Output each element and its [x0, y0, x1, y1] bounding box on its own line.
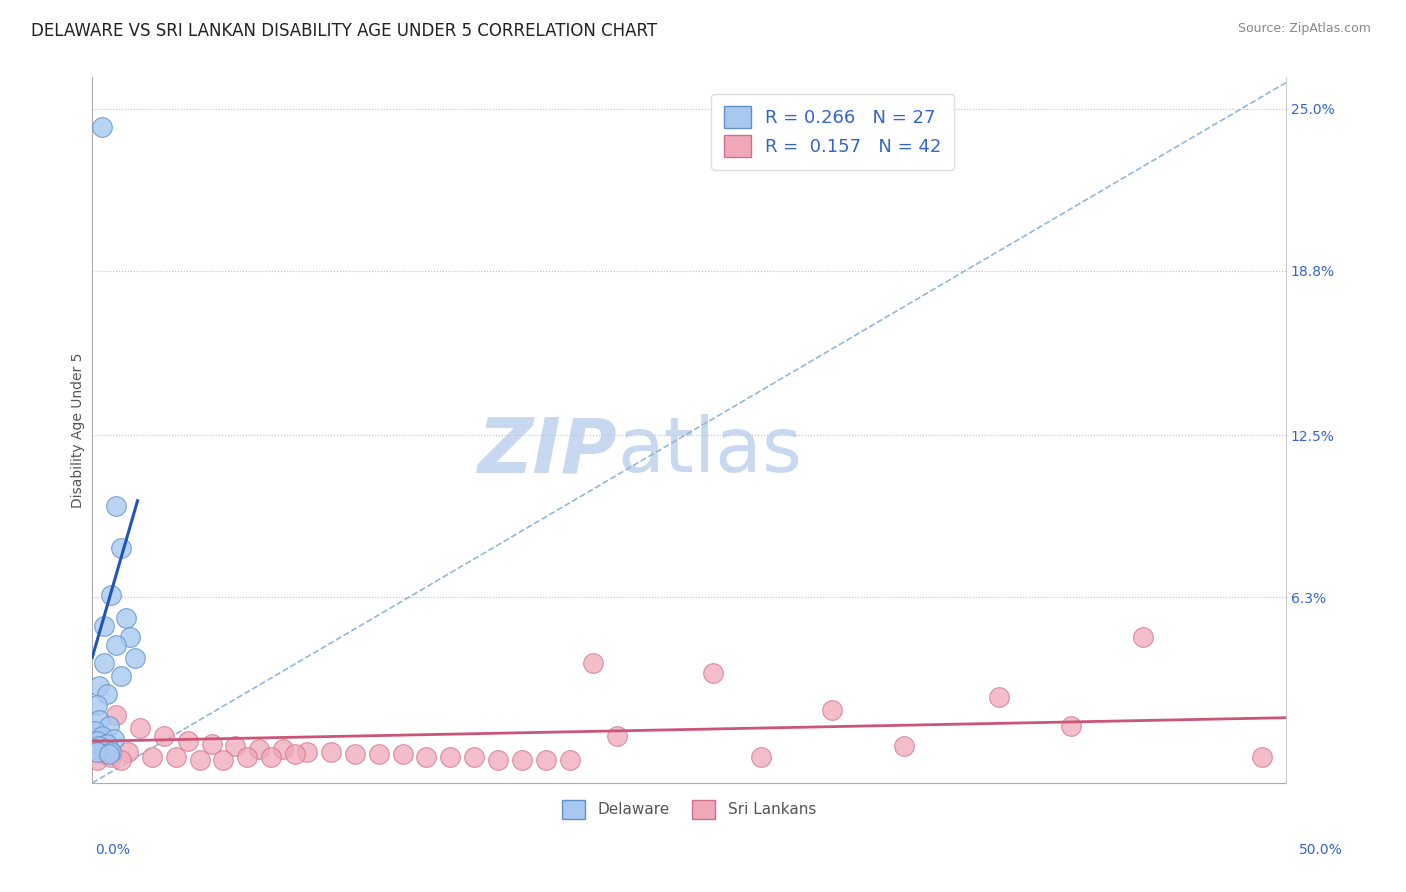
- Point: [486, 752, 509, 766]
- Point: [129, 721, 152, 735]
- Point: [89, 739, 111, 754]
- Point: [110, 669, 132, 683]
- Point: [110, 752, 132, 766]
- Text: atlas: atlas: [617, 415, 803, 489]
- Point: [415, 750, 437, 764]
- Text: DELAWARE VS SRI LANKAN DISABILITY AGE UNDER 5 CORRELATION CHART: DELAWARE VS SRI LANKAN DISABILITY AGE UN…: [31, 22, 657, 40]
- Point: [271, 742, 294, 756]
- Point: [141, 750, 163, 764]
- Point: [582, 656, 605, 670]
- Point: [83, 742, 105, 756]
- Point: [606, 729, 628, 743]
- Point: [110, 541, 132, 555]
- Point: [176, 734, 198, 748]
- Point: [93, 619, 115, 633]
- Point: [117, 745, 139, 759]
- Y-axis label: Disability Age Under 5: Disability Age Under 5: [72, 352, 86, 508]
- Point: [83, 723, 105, 738]
- Point: [100, 745, 122, 759]
- Point: [96, 687, 118, 701]
- Point: [86, 734, 108, 748]
- Point: [1251, 750, 1274, 764]
- Point: [86, 698, 108, 712]
- Point: [100, 750, 122, 764]
- Legend: Delaware, Sri Lankans: Delaware, Sri Lankans: [555, 794, 823, 825]
- Point: [100, 588, 122, 602]
- Point: [114, 611, 136, 625]
- Point: [96, 737, 118, 751]
- Point: [200, 737, 222, 751]
- Point: [212, 752, 235, 766]
- Point: [988, 690, 1011, 704]
- Point: [247, 742, 270, 756]
- Point: [224, 739, 246, 754]
- Point: [319, 745, 342, 759]
- Point: [93, 656, 115, 670]
- Point: [1132, 630, 1154, 644]
- Point: [463, 750, 485, 764]
- Point: [702, 666, 724, 681]
- Point: [165, 750, 187, 764]
- Point: [153, 729, 176, 743]
- Point: [105, 499, 128, 513]
- Point: [236, 750, 259, 764]
- Point: [103, 731, 125, 746]
- Point: [367, 747, 389, 762]
- Point: [93, 747, 115, 762]
- Point: [893, 739, 915, 754]
- Point: [343, 747, 366, 762]
- Point: [90, 729, 112, 743]
- Point: [86, 752, 108, 766]
- Point: [89, 714, 111, 728]
- Point: [295, 745, 318, 759]
- Point: [124, 650, 146, 665]
- Point: [749, 750, 772, 764]
- Text: Source: ZipAtlas.com: Source: ZipAtlas.com: [1237, 22, 1371, 36]
- Point: [86, 745, 108, 759]
- Text: 0.0%: 0.0%: [96, 843, 131, 857]
- Point: [97, 747, 120, 762]
- Point: [105, 708, 128, 723]
- Text: 50.0%: 50.0%: [1299, 843, 1343, 857]
- Point: [93, 742, 115, 756]
- Point: [105, 638, 128, 652]
- Point: [260, 750, 283, 764]
- Point: [439, 750, 461, 764]
- Point: [188, 752, 211, 766]
- Point: [534, 752, 557, 766]
- Point: [391, 747, 413, 762]
- Point: [284, 747, 307, 762]
- Point: [558, 752, 581, 766]
- Text: ZIP: ZIP: [478, 415, 617, 489]
- Point: [821, 703, 844, 717]
- Point: [1060, 718, 1083, 732]
- Point: [89, 679, 111, 693]
- Point: [90, 120, 112, 134]
- Point: [120, 630, 142, 644]
- Point: [510, 752, 533, 766]
- Point: [97, 718, 120, 732]
